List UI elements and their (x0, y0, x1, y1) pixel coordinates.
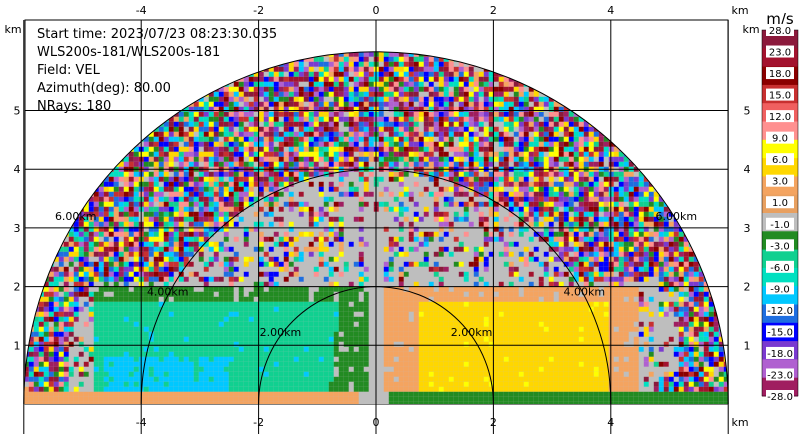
colorbar-unit: m/s (766, 10, 794, 28)
colorbar-label-bg (766, 325, 794, 338)
colorbar-label-bg (766, 67, 794, 80)
y-tick-label-right: 4 (744, 163, 751, 176)
colorbar-label: -28.0 (767, 392, 793, 403)
start-time-text: Start time: 2023/07/23 08:23:30.035 (37, 27, 278, 42)
colorbar-label-bg (766, 346, 794, 359)
x-tick-label-top: 4 (607, 4, 614, 17)
colorbar-label: -12.0 (767, 306, 793, 317)
y-tick-label-right: 3 (744, 222, 751, 235)
colorbar-label: -9.0 (770, 284, 790, 295)
colorbar-label-bg (766, 368, 794, 381)
x-tick-label-top: 0 (373, 4, 380, 17)
colorbar-label: 15.0 (769, 91, 791, 102)
x-tick-label-bottom: -4 (136, 416, 147, 429)
colorbar-label: -6.0 (770, 263, 790, 274)
ring-label: 4.00km (147, 286, 189, 299)
ring-label: 6.00km (55, 210, 97, 223)
x-tick-label-top: -4 (136, 4, 147, 17)
x-tick-label-bottom: 0 (373, 416, 380, 429)
ring-label: 6.00km (655, 210, 697, 223)
colorbar-label: 9.0 (772, 134, 788, 145)
y-unit-left: km (4, 23, 21, 36)
y-tick-label-right: 1 (744, 339, 751, 352)
colorbar-label-bg (766, 174, 794, 187)
colorbar-label-bg (766, 303, 794, 316)
x-unit-top: km (731, 4, 748, 17)
colorbar-label: -23.0 (767, 370, 793, 381)
ring-label: 4.00km (563, 286, 605, 299)
colorbar-label: 28.0 (769, 26, 791, 37)
y-tick-label-left: 2 (14, 281, 21, 294)
colorbar-label-bg (766, 88, 794, 101)
x-unit-bottom: km (731, 416, 748, 429)
info-panel: Start time: 2023/07/23 08:23:30.035 WLS2… (37, 26, 277, 116)
colorbar-label: -1.0 (770, 220, 790, 231)
y-tick-label-left: 3 (14, 222, 21, 235)
instrument-text: WLS200s-181/WLS200s-181 (37, 45, 221, 60)
azimuth-text: Azimuth(deg): 80.00 (37, 81, 171, 96)
colorbar-label: 23.0 (769, 48, 791, 59)
colorbar-label: 3.0 (772, 177, 788, 188)
y-tick-label-right: 5 (744, 105, 751, 118)
colorbar-label-bg (766, 260, 794, 273)
y-tick-label-left: 4 (14, 163, 21, 176)
nrays-text: NRays: 180 (37, 99, 112, 114)
field-text: Field: VEL (37, 63, 100, 78)
colorbar-label-bg (766, 110, 794, 123)
y-tick-label-right: 2 (744, 281, 751, 294)
x-tick-label-bottom: 4 (607, 416, 614, 429)
range-ring (23, 51, 729, 405)
colorbar-label-bg (766, 390, 794, 402)
ring-label: 2.00km (260, 326, 302, 339)
ring-label: 2.00km (451, 326, 493, 339)
x-tick-label-top: 2 (490, 4, 497, 17)
x-tick-label-bottom: -2 (253, 416, 264, 429)
y-tick-label-left: 1 (14, 339, 21, 352)
colorbar-label-bg (766, 45, 794, 58)
colorbar-label-bg (766, 153, 794, 166)
colorbar-label: -15.0 (767, 327, 793, 338)
y-tick-label-left: 5 (14, 105, 21, 118)
colorbar-label-bg (766, 239, 794, 252)
colorbar-label-bg (766, 131, 794, 144)
colorbar-label: -18.0 (767, 349, 793, 360)
x-tick-label-bottom: 2 (490, 416, 497, 429)
colorbar-label: 12.0 (769, 112, 791, 123)
x-tick-label-top: -2 (253, 4, 264, 17)
colorbar-label-bg (766, 217, 794, 230)
colorbar-label: 18.0 (769, 69, 791, 80)
range-ring (140, 168, 612, 405)
range-ring (258, 286, 494, 405)
colorbar-label: -3.0 (770, 241, 790, 252)
colorbar-label-bg (766, 196, 794, 209)
colorbar-label-bg (766, 282, 794, 295)
colorbar-label: 1.0 (772, 198, 788, 209)
y-unit-right: km (742, 23, 759, 36)
colorbar-label-bg (766, 24, 794, 36)
colorbar-label: 6.0 (772, 155, 788, 166)
